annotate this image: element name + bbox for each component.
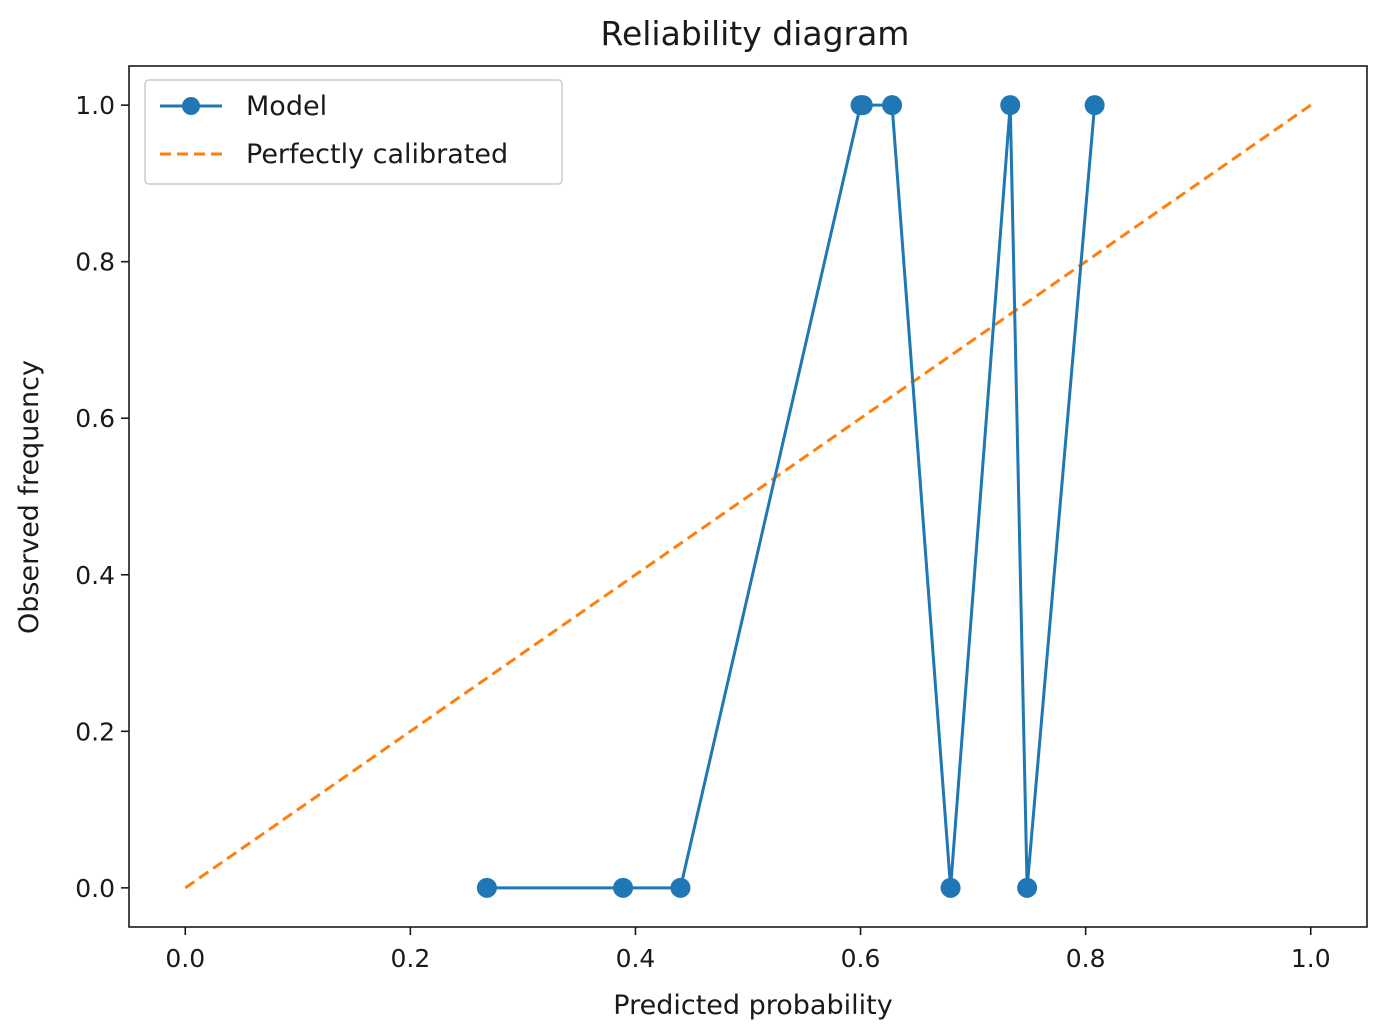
legend-frame bbox=[144, 79, 563, 185]
model-data-point bbox=[852, 95, 873, 116]
x-axis: 0.0 0.2 0.4 0.6 0.8 1.0 bbox=[165, 927, 1331, 973]
legend-model-label: Model bbox=[246, 91, 327, 122]
x-tick-label: 0.2 bbox=[390, 944, 430, 973]
model-data-point bbox=[1017, 877, 1038, 898]
y-tick-label: 0.8 bbox=[75, 248, 115, 277]
legend-model-marker bbox=[182, 97, 200, 115]
model-data-point bbox=[476, 877, 497, 898]
y-tick-label: 0.0 bbox=[75, 874, 115, 903]
chart-title: Reliability diagram bbox=[601, 14, 910, 53]
model-data-point bbox=[882, 95, 903, 116]
x-axis-label: Predicted probability bbox=[613, 990, 892, 1021]
y-axis: 0.0 0.2 0.4 0.6 0.8 1.0 bbox=[75, 91, 129, 903]
model-data-point bbox=[613, 877, 634, 898]
y-tick-label: 0.4 bbox=[75, 561, 115, 590]
series-model-line bbox=[486, 103, 1097, 890]
model-data-point bbox=[670, 877, 691, 898]
y-axis-label: Observed frequency bbox=[14, 360, 45, 634]
model-data-point bbox=[940, 877, 961, 898]
x-tick-label: 0.6 bbox=[841, 944, 881, 973]
model-data-point bbox=[1084, 95, 1105, 116]
y-tick-label: 1.0 bbox=[75, 91, 115, 120]
legend: Model Perfectly calibrated bbox=[144, 79, 563, 185]
x-tick-label: 1.0 bbox=[1291, 944, 1331, 973]
series-layer bbox=[184, 95, 1312, 898]
x-tick-label: 0.4 bbox=[616, 944, 656, 973]
legend-calibrated-label: Perfectly calibrated bbox=[246, 139, 508, 170]
y-tick-label: 0.6 bbox=[75, 404, 115, 433]
model-data-point bbox=[1000, 95, 1021, 116]
x-tick-label: 0.0 bbox=[165, 944, 205, 973]
series-perfectly-calibrated-line bbox=[184, 103, 1312, 890]
y-tick-label: 0.2 bbox=[75, 717, 115, 746]
x-tick-label: 0.8 bbox=[1066, 944, 1106, 973]
